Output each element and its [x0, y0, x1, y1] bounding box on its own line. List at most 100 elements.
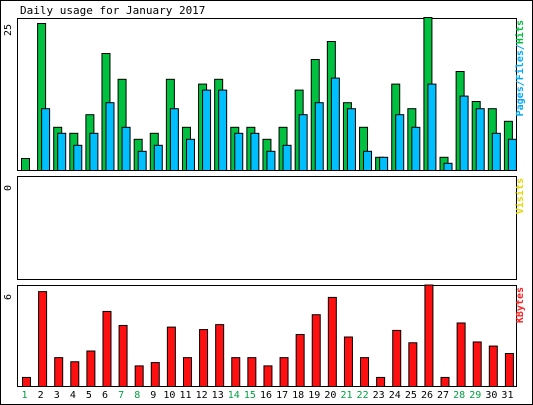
bar-kbytes-day-13 [215, 324, 225, 387]
bar-files-day-10 [169, 108, 179, 171]
bar-kbytes-day-27 [440, 376, 450, 387]
bar-files-day-3 [57, 132, 67, 172]
bar-kbytes-day-7 [118, 324, 128, 388]
bar-kbytes-day-11 [182, 357, 192, 387]
bar-kbytes-day-12 [199, 329, 209, 388]
x-tick-label-day-22: 22 [357, 390, 369, 401]
x-tick-label-day-21: 21 [340, 390, 352, 401]
bar-kbytes-day-10 [166, 326, 176, 388]
x-tick-label-day-7: 7 [118, 390, 124, 401]
x-tick-label-day-15: 15 [244, 390, 256, 401]
x-tick-label-day-25: 25 [405, 390, 417, 401]
bar-files-day-4 [73, 144, 83, 172]
y-tick-label-hits-files-pages: 25 [3, 24, 14, 36]
bar-files-day-9 [153, 144, 163, 172]
bar-kbytes-day-1 [22, 376, 31, 387]
bar-kbytes-day-30 [488, 345, 498, 388]
bar-files-day-22 [363, 150, 373, 172]
bar-files-day-27 [443, 162, 453, 172]
bar-kbytes-day-24 [392, 329, 402, 387]
y-axis-label-part: Files [514, 50, 526, 80]
x-tick-label-day-29: 29 [469, 390, 481, 401]
x-tick-label-day-4: 4 [70, 390, 76, 401]
x-tick-label-day-11: 11 [179, 390, 191, 401]
bar-files-day-19 [314, 102, 324, 171]
x-tick-label-day-28: 28 [453, 390, 465, 401]
bar-kbytes-day-31 [504, 353, 514, 387]
bar-kbytes-day-19 [311, 314, 321, 388]
x-tick-label-day-17: 17 [276, 390, 288, 401]
bar-files-day-18 [298, 114, 308, 171]
bar-files-day-14 [234, 132, 244, 172]
bar-files-day-6 [105, 102, 115, 171]
bar-files-day-2 [41, 108, 51, 171]
bar-kbytes-day-22 [360, 357, 370, 387]
bar-kbytes-day-16 [263, 365, 273, 387]
bar-files-day-25 [411, 126, 421, 172]
y-axis-label-part: Hits [514, 20, 526, 44]
y-axis-label-hits-files-pages: Pages/Files/Hits [514, 20, 526, 116]
y-tick-label-visits: 0 [3, 185, 14, 191]
y-axis-label-part: / [515, 44, 526, 50]
x-tick-label-day-20: 20 [324, 390, 336, 401]
bar-kbytes-day-2 [38, 291, 48, 387]
x-tick-label-day-19: 19 [308, 390, 320, 401]
bar-kbytes-day-18 [295, 334, 305, 387]
bar-files-day-7 [121, 126, 131, 172]
x-tick-label-day-16: 16 [260, 390, 272, 401]
chart-title: Daily usage for January 2017 [20, 4, 205, 17]
bar-kbytes-day-4 [70, 361, 80, 387]
bar-files-day-8 [137, 150, 147, 172]
x-tick-label-day-26: 26 [421, 390, 433, 401]
bar-files-day-5 [89, 132, 99, 172]
bar-kbytes-day-5 [86, 350, 96, 387]
bar-kbytes-day-25 [408, 342, 418, 387]
x-tick-label-day-14: 14 [228, 390, 240, 401]
bar-kbytes-day-28 [456, 322, 466, 388]
bar-kbytes-day-8 [134, 365, 144, 387]
bar-kbytes-day-26 [424, 284, 434, 387]
bar-hits-day-1 [21, 158, 30, 171]
x-tick-label-day-12: 12 [196, 390, 208, 401]
y-axis-label-part: / [515, 80, 526, 86]
x-tick-label-day-9: 9 [150, 390, 156, 401]
bar-files-day-31 [507, 138, 517, 172]
bar-kbytes-day-21 [343, 336, 353, 387]
bar-files-day-12 [202, 89, 212, 171]
bar-files-day-24 [395, 114, 405, 171]
y-axis-label-part: Pages [515, 86, 526, 116]
bar-files-day-15 [250, 132, 260, 172]
bar-kbytes-day-14 [231, 357, 241, 387]
bar-files-day-26 [427, 83, 437, 171]
y-tick-label-kbytes: 6 [3, 294, 14, 300]
bar-files-day-11 [185, 138, 195, 172]
x-tick-label-day-24: 24 [389, 390, 401, 401]
bar-files-day-20 [330, 77, 340, 171]
panel-frame-visits [17, 176, 517, 280]
x-tick-label-day-27: 27 [437, 390, 449, 401]
y-axis-label-part: Visits [514, 178, 526, 214]
x-tick-label-day-2: 2 [38, 390, 44, 401]
bar-files-day-17 [282, 144, 292, 172]
x-tick-label-day-8: 8 [134, 390, 140, 401]
bar-files-day-13 [218, 89, 228, 171]
x-tick-label-day-31: 31 [501, 390, 513, 401]
bar-kbytes-day-6 [102, 310, 112, 387]
bar-files-day-30 [491, 132, 501, 172]
x-tick-label-day-18: 18 [292, 390, 304, 401]
bar-kbytes-day-23 [376, 376, 386, 387]
x-tick-label-day-10: 10 [163, 390, 175, 401]
x-tick-label-day-30: 30 [485, 390, 497, 401]
bar-kbytes-day-9 [150, 362, 160, 388]
y-axis-label-visits: Visits [514, 178, 526, 214]
x-tick-label-day-1: 1 [22, 390, 28, 401]
x-tick-label-day-13: 13 [212, 390, 224, 401]
y-axis-label-part: KBytes [515, 287, 526, 323]
bar-files-day-28 [459, 95, 469, 171]
bar-kbytes-day-17 [279, 357, 289, 387]
bar-kbytes-day-20 [327, 296, 337, 387]
x-tick-label-day-5: 5 [86, 390, 92, 401]
x-tick-label-day-23: 23 [373, 390, 385, 401]
